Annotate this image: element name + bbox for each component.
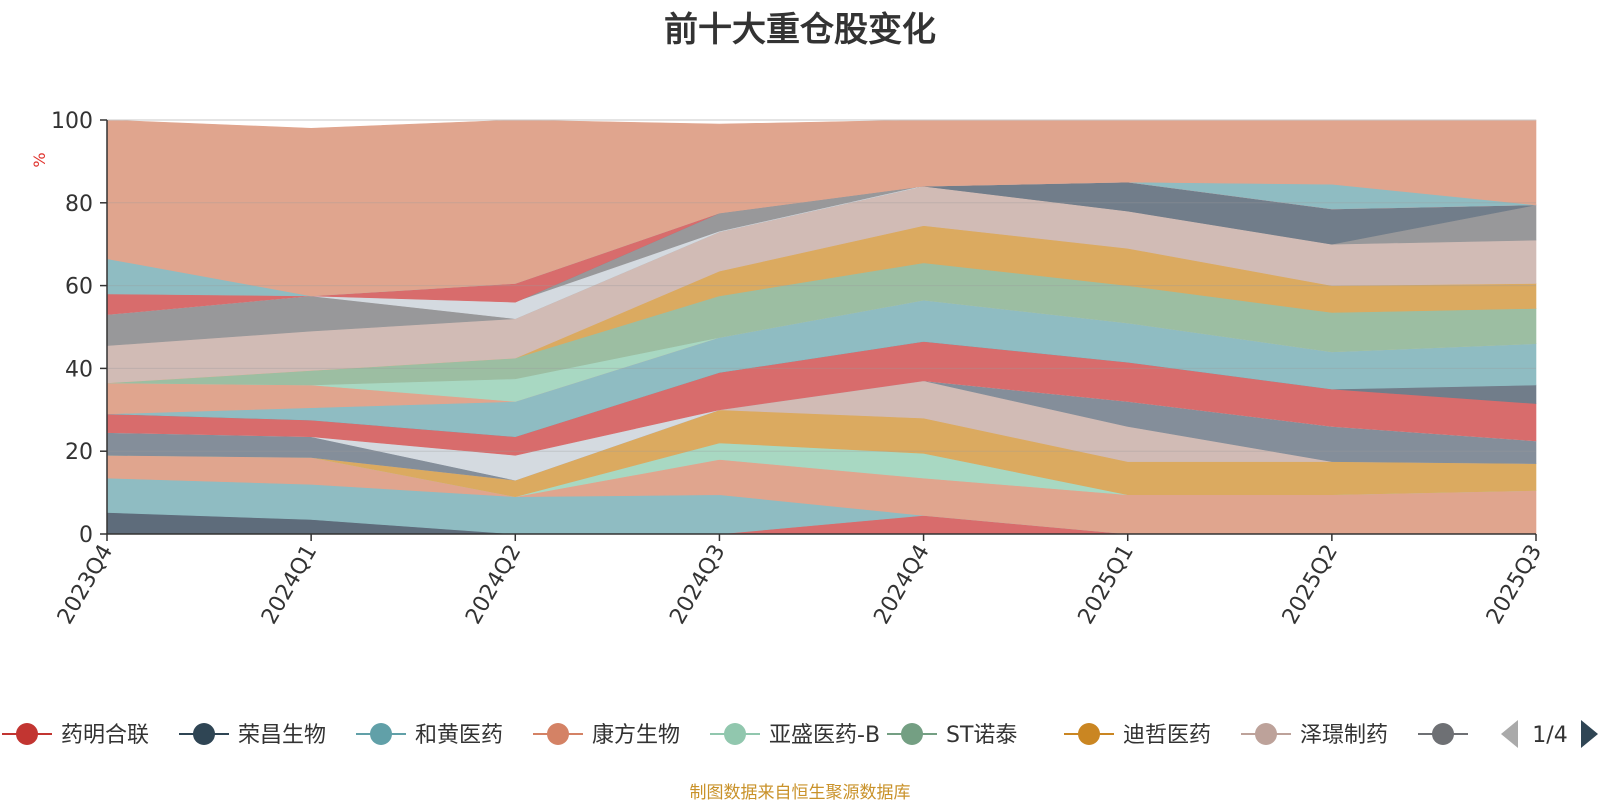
legend-prev-page-icon[interactable] xyxy=(1501,720,1518,748)
area-band-22 xyxy=(106,119,1537,297)
y-tick-label: 100 xyxy=(51,109,93,134)
legend-next-page-icon[interactable] xyxy=(1581,720,1598,748)
y-tick-label: 40 xyxy=(65,357,93,382)
legend-item-marker xyxy=(1078,723,1100,745)
x-tick-label: 2024Q2 xyxy=(461,541,526,629)
axes xyxy=(100,119,1537,541)
legend-item-marker xyxy=(901,723,923,745)
y-tick-label: 0 xyxy=(79,523,93,548)
x-tick-label: 2024Q3 xyxy=(665,541,730,629)
legend-item[interactable]: 迪哲医药 xyxy=(1064,723,1211,748)
legend-item-label: 和黄医药 xyxy=(415,723,503,748)
legend-item-label: ST诺泰 xyxy=(946,723,1017,748)
legend-item-label: 药明合联 xyxy=(61,723,149,748)
x-tick-label: 2025Q1 xyxy=(1074,541,1139,629)
legend-item-label: 亚盛医药-B xyxy=(769,723,880,748)
x-tick-label: 2025Q2 xyxy=(1278,541,1343,629)
x-tick-labels: 2023Q4 2024Q1 2024Q2 2024Q3 2024Q4 2025Q1 2025… xyxy=(53,541,1547,629)
x-tick-label: 2024Q1 xyxy=(257,541,322,629)
legend-item-marker xyxy=(193,723,215,745)
legend-item[interactable]: 泽璟制药 xyxy=(1241,723,1388,748)
legend-item[interactable]: 亚盛医药-B xyxy=(710,723,880,748)
chart-title: 前十大重仓股变化 xyxy=(664,10,936,50)
source-note: 制图数据来自恒生聚源数据库 xyxy=(689,783,911,803)
legend-item[interactable] xyxy=(1418,723,1468,745)
legend-item[interactable]: 药明合联 xyxy=(2,723,149,748)
y-tick-label: 20 xyxy=(65,440,93,465)
y-axis-label: % xyxy=(30,152,49,167)
legend-item-label: 迪哲医药 xyxy=(1123,723,1211,748)
legend-item[interactable]: 和黄医药 xyxy=(356,723,503,748)
legend-item-marker xyxy=(1255,723,1277,745)
legend-item-marker xyxy=(370,723,392,745)
legend-item-marker xyxy=(1432,723,1454,745)
x-tick-label: 2023Q4 xyxy=(53,541,118,629)
y-tick-label: 60 xyxy=(65,275,93,300)
legend-item-label: 泽璟制药 xyxy=(1300,723,1388,748)
legend-item-label: 康方生物 xyxy=(592,723,680,748)
legend-item-marker xyxy=(724,723,746,745)
gridlines xyxy=(107,119,1536,452)
y-tick-label: 80 xyxy=(65,192,93,217)
area-bands xyxy=(106,119,1537,535)
legend[interactable]: 药明合联 荣昌生物 和黄医药 康方生物 亚盛医药-B ST诺泰 迪哲医药 泽璟制药 1/4 xyxy=(2,720,1598,748)
legend-item[interactable]: 康方生物 xyxy=(533,723,680,748)
legend-item[interactable]: ST诺泰 xyxy=(887,723,1017,748)
legend-page-indicator: 1/4 xyxy=(1532,723,1567,748)
x-tick-label: 2024Q4 xyxy=(869,541,934,629)
legend-item[interactable]: 荣昌生物 xyxy=(179,723,326,748)
legend-item-label: 荣昌生物 xyxy=(238,723,326,748)
y-tick-labels: 0 20 40 60 80 100 xyxy=(51,109,93,548)
x-tick-label: 2025Q3 xyxy=(1482,541,1547,629)
legend-item-marker xyxy=(547,723,569,745)
legend-item-marker xyxy=(16,723,38,745)
